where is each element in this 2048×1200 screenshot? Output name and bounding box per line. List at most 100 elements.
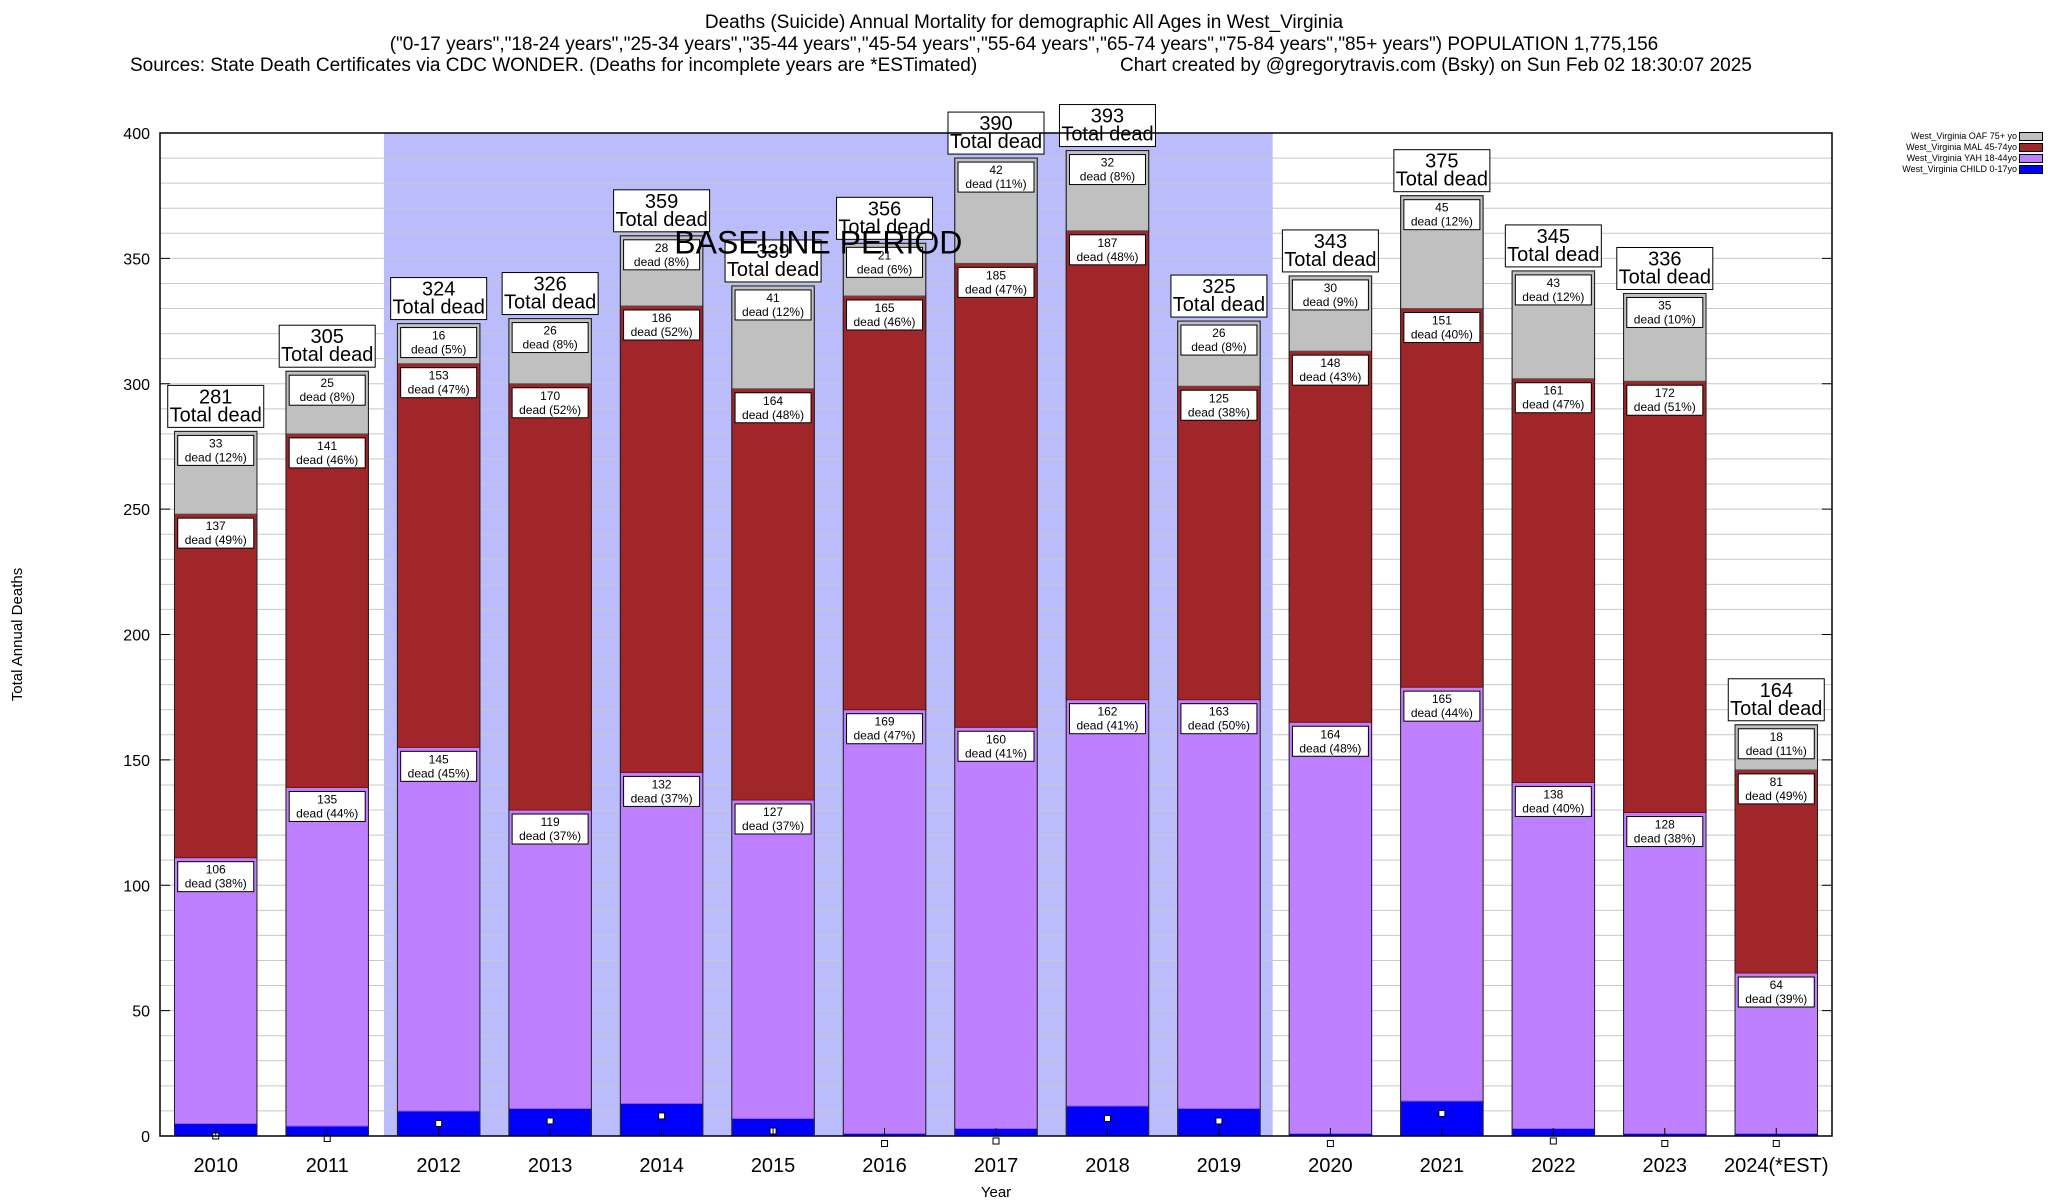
segment-label-pct: dead (41%)	[1076, 719, 1138, 733]
segment-label-box	[1068, 234, 1146, 266]
segment-label-box	[623, 775, 701, 807]
segment-label-pct: dead (43%)	[1299, 370, 1361, 384]
bar-segment	[1400, 308, 1484, 688]
segment-label-value: 33	[209, 436, 223, 450]
segment-label-value: 138	[1543, 787, 1563, 801]
segment-label-pct: dead (37%)	[742, 819, 804, 833]
segment-label-pct: dead (10%)	[1634, 312, 1696, 326]
segment-label-pct: dead (37%)	[519, 829, 581, 843]
total-label-text: Total dead	[1507, 244, 1599, 266]
segment-label-value: 18	[1770, 730, 1784, 744]
total-label-text: Total dead	[1284, 249, 1376, 271]
segment-label-value: 26	[1212, 326, 1226, 340]
total-label-box	[501, 272, 599, 316]
bar-segment	[508, 809, 592, 1109]
total-label-box	[278, 324, 376, 368]
segment-label-pct: dead (12%)	[185, 450, 247, 464]
segment-label-box	[1737, 728, 1815, 760]
child-marker	[1438, 1109, 1446, 1117]
legend-entry-label: West_Virginia OAF 75+ yo	[1911, 131, 2017, 141]
segment-label-pct: dead (46%)	[296, 453, 358, 467]
bar-segment	[285, 786, 369, 1127]
segment-label-box	[734, 803, 812, 835]
segment-label-pct: dead (37%)	[631, 791, 693, 805]
segment-label-box	[1291, 725, 1369, 757]
total-label-text: Total dead	[1396, 169, 1488, 191]
x-tick-label: 2024(*EST)	[1724, 1155, 1829, 1177]
segment-label-value: 165	[875, 301, 895, 315]
child-marker	[881, 1140, 889, 1148]
segment-label-value: 172	[1655, 386, 1675, 400]
segment-label-box	[177, 434, 255, 466]
segment-label-pct: dead (8%)	[522, 338, 577, 352]
total-label-box	[167, 384, 265, 428]
legend-entry: West_Virginia YAH 18-44yo	[1868, 153, 2043, 164]
segment-label-box	[511, 387, 589, 419]
segment-label-box	[1403, 312, 1481, 344]
x-tick-label: 2014	[639, 1155, 684, 1177]
legend-entry: West_Virginia MAL 45-74yo	[1868, 142, 2043, 153]
child-marker	[1326, 1140, 1334, 1148]
segment-label-box	[1737, 976, 1815, 1008]
total-label-box	[1504, 224, 1602, 268]
total-label-value: 164	[1760, 680, 1793, 702]
segment-label-value: 141	[317, 439, 337, 453]
segment-label-value: 137	[206, 519, 226, 533]
segment-label-pct: dead (39%)	[1745, 992, 1807, 1006]
y-tick-label: 100	[123, 878, 150, 895]
total-label-value: 359	[645, 191, 678, 213]
segment-label-value: 64	[1770, 978, 1784, 992]
segment-label-value: 161	[1543, 384, 1563, 398]
bar-segment	[1400, 686, 1484, 1102]
total-label-text: Total dead	[393, 297, 485, 319]
segment-label-pct: dead (6%)	[857, 262, 912, 276]
total-label-text: Total dead	[1173, 294, 1265, 316]
segment-label-box	[1180, 389, 1258, 421]
segment-label-value: 165	[1432, 692, 1452, 706]
bar-segment	[396, 746, 481, 1112]
segment-label-value: 164	[1320, 727, 1340, 741]
bar-segment	[1511, 378, 1596, 783]
segment-label-pct: dead (44%)	[1411, 706, 1473, 720]
total-label-text: Total dead	[170, 404, 262, 426]
segment-label-box	[177, 861, 255, 893]
segment-label-value: 160	[986, 732, 1006, 746]
y-tick-label: 0	[141, 1129, 150, 1146]
segment-label-pct: dead (48%)	[1299, 741, 1361, 755]
segment-label-box	[846, 299, 924, 331]
child-marker	[546, 1117, 554, 1125]
segment-label-pct: dead (46%)	[854, 315, 916, 329]
bar-segment	[1065, 699, 1150, 1107]
total-label-value: 325	[1202, 276, 1235, 298]
segment-label-pct: dead (41%)	[965, 746, 1027, 760]
segment-label-value: 145	[429, 752, 449, 766]
segment-label-box	[1514, 785, 1592, 817]
x-tick-label: 2011	[306, 1155, 349, 1177]
chart-subtitle: ("0-17 years","18-24 years","25-34 years…	[389, 34, 1659, 55]
total-label-box	[1393, 149, 1491, 193]
segment-label-value: 28	[655, 241, 669, 255]
legend-entry: West_Virginia CHILD 0-17yo	[1868, 164, 2043, 175]
segment-label-pct: dead (49%)	[185, 533, 247, 547]
total-label-box	[390, 277, 488, 321]
segment-label-pct: dead (48%)	[742, 408, 804, 422]
segment-label-pct: dead (8%)	[1080, 170, 1135, 184]
segment-label-pct: dead (50%)	[1188, 719, 1250, 733]
segment-label-value: 169	[875, 715, 895, 729]
bar-segment	[842, 709, 927, 1134]
child-marker	[1772, 1140, 1780, 1148]
segment-label-box	[1291, 354, 1369, 386]
bar-segment	[1288, 350, 1373, 723]
segment-label-box	[1737, 773, 1815, 805]
segment-label-pct: dead (8%)	[300, 390, 355, 404]
child-marker	[1549, 1137, 1557, 1145]
segment-label-box	[400, 750, 478, 782]
total-label-value: 281	[199, 386, 232, 408]
segment-label-value: 164	[763, 394, 783, 408]
total-label-value: 326	[533, 274, 566, 296]
total-label-value: 339	[756, 241, 789, 263]
segment-label-box	[1180, 703, 1258, 735]
segment-label-box	[288, 790, 366, 822]
segment-label-box	[400, 367, 478, 399]
total-label-text: Total dead	[504, 292, 596, 314]
